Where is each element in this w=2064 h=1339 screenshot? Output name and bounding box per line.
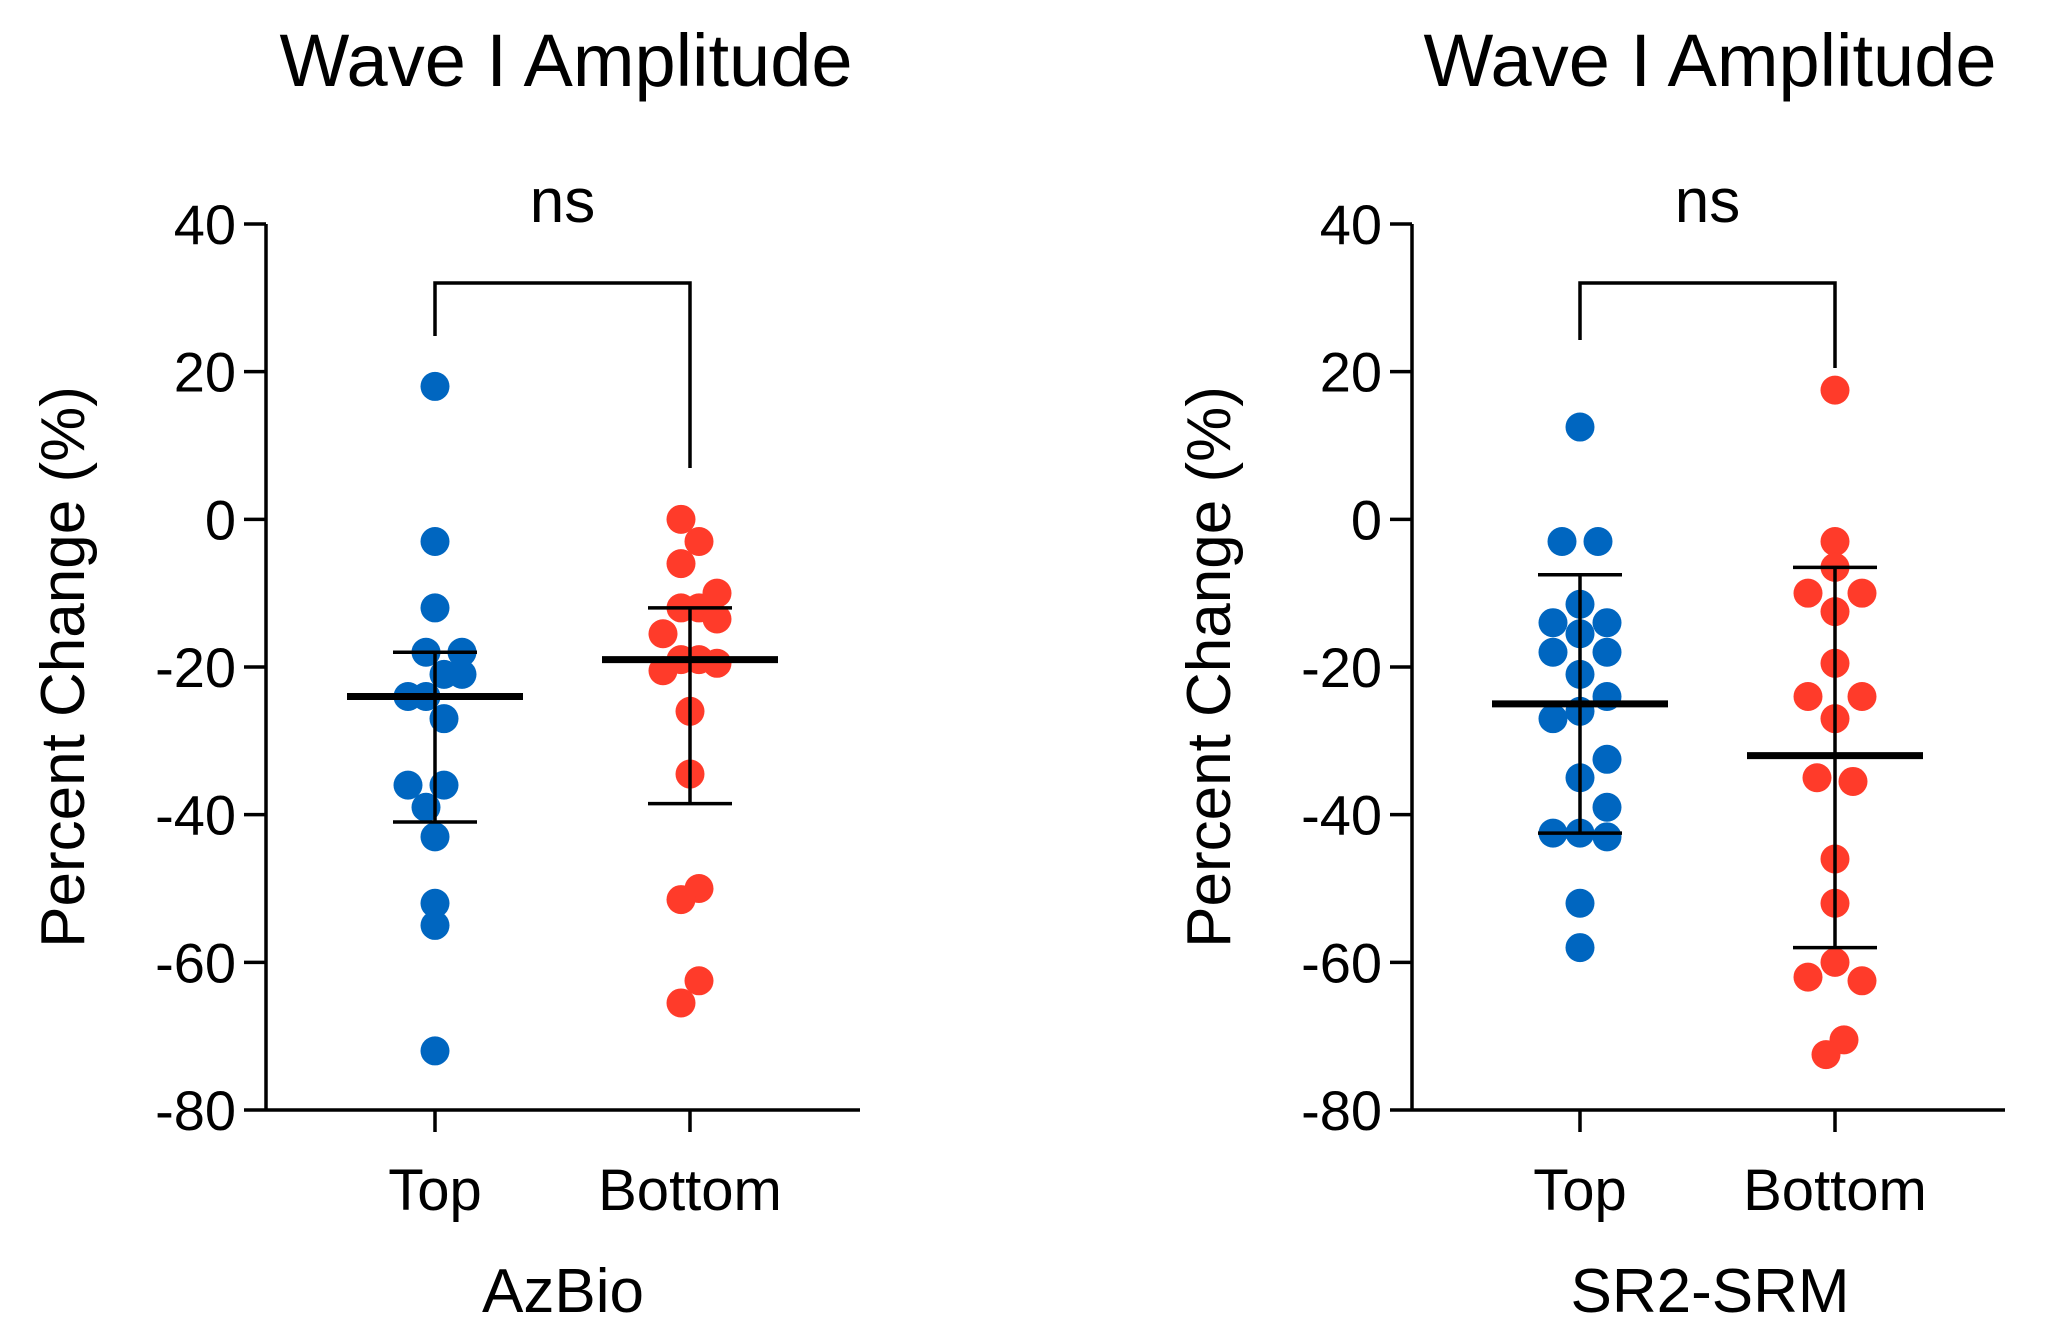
data-point bbox=[420, 371, 450, 401]
data-point bbox=[684, 526, 714, 556]
y-tick-label: 0 bbox=[1351, 488, 1382, 551]
series-top bbox=[1492, 412, 1668, 963]
y-tick-label: 0 bbox=[205, 488, 236, 551]
data-point bbox=[1838, 766, 1868, 796]
x-tick-label-bottom: Bottom bbox=[598, 1158, 782, 1223]
y-tick-label: -20 bbox=[155, 636, 236, 699]
chart-title: Wave I Amplitude bbox=[1423, 19, 1996, 102]
data-point bbox=[393, 770, 423, 800]
significance-label: ns bbox=[530, 167, 595, 236]
x-tick-label-top: Top bbox=[1533, 1158, 1627, 1223]
data-point bbox=[1802, 763, 1832, 793]
y-tick-label: -60 bbox=[1301, 931, 1382, 994]
data-point bbox=[420, 593, 450, 623]
data-point bbox=[1592, 637, 1622, 667]
y-tick-label: 20 bbox=[174, 341, 236, 404]
data-point bbox=[420, 822, 450, 852]
panel-sr2-srm: Wave I Amplitude Percent Change (%) 40 20 0 -… bbox=[1175, 19, 2005, 1326]
data-point bbox=[1793, 682, 1823, 712]
data-point bbox=[702, 604, 732, 634]
x-axis-label: AzBio bbox=[482, 1257, 644, 1326]
data-point bbox=[666, 885, 696, 915]
data-point bbox=[1565, 933, 1595, 963]
y-tick-label: 40 bbox=[174, 193, 236, 256]
y-tick-label: 20 bbox=[1320, 341, 1382, 404]
x-tick-label-bottom: Bottom bbox=[1743, 1158, 1927, 1223]
data-point bbox=[648, 656, 678, 686]
y-axis-label: Percent Change (%) bbox=[29, 386, 98, 948]
data-point bbox=[1592, 744, 1622, 774]
data-point bbox=[1820, 375, 1850, 405]
data-point bbox=[1847, 578, 1877, 608]
series-bottom bbox=[1747, 375, 1923, 1070]
data-point bbox=[702, 648, 732, 678]
data-point bbox=[420, 1036, 450, 1066]
data-point bbox=[1538, 704, 1568, 734]
data-point bbox=[1793, 578, 1823, 608]
data-point bbox=[1820, 947, 1850, 977]
x-axis-label: SR2-SRM bbox=[1570, 1257, 1849, 1326]
data-point bbox=[1847, 682, 1877, 712]
data-point bbox=[1547, 526, 1577, 556]
data-point bbox=[1565, 412, 1595, 442]
data-point bbox=[1565, 888, 1595, 918]
significance-bracket bbox=[433, 281, 692, 468]
series-top bbox=[347, 371, 523, 1066]
significance-label: ns bbox=[1675, 167, 1740, 236]
data-point bbox=[1538, 637, 1568, 667]
y-tick-label: -40 bbox=[155, 784, 236, 847]
y-axis-label: Percent Change (%) bbox=[1175, 386, 1244, 948]
data-point bbox=[447, 659, 477, 689]
data-point bbox=[648, 619, 678, 649]
data-point bbox=[666, 504, 696, 534]
data-point bbox=[1847, 966, 1877, 996]
data-point bbox=[1820, 526, 1850, 556]
y-tick-label: 40 bbox=[1320, 193, 1382, 256]
data-point bbox=[666, 549, 696, 579]
y-tick-label: -20 bbox=[1301, 636, 1382, 699]
data-point bbox=[666, 988, 696, 1018]
data-point bbox=[684, 966, 714, 996]
y-tick-label: -40 bbox=[1301, 784, 1382, 847]
data-point bbox=[420, 888, 450, 918]
data-point bbox=[1538, 608, 1568, 638]
data-point bbox=[420, 526, 450, 556]
data-point bbox=[420, 910, 450, 940]
y-tick-label: -60 bbox=[155, 931, 236, 994]
x-tick-label-top: Top bbox=[388, 1158, 482, 1223]
y-tick-label: -80 bbox=[155, 1079, 236, 1142]
series-bottom bbox=[602, 504, 778, 1018]
data-point bbox=[1592, 792, 1622, 822]
data-point bbox=[1592, 608, 1622, 638]
data-point bbox=[1583, 526, 1613, 556]
data-point bbox=[1811, 1040, 1841, 1070]
data-point bbox=[1592, 822, 1622, 852]
data-point bbox=[1793, 962, 1823, 992]
significance-bracket bbox=[1578, 281, 1837, 368]
y-tick-label: -80 bbox=[1301, 1079, 1382, 1142]
chart-title: Wave I Amplitude bbox=[279, 19, 852, 102]
panel-azbio: Wave I Amplitude Percent Change (%) 40 20 0 -… bbox=[29, 19, 860, 1326]
